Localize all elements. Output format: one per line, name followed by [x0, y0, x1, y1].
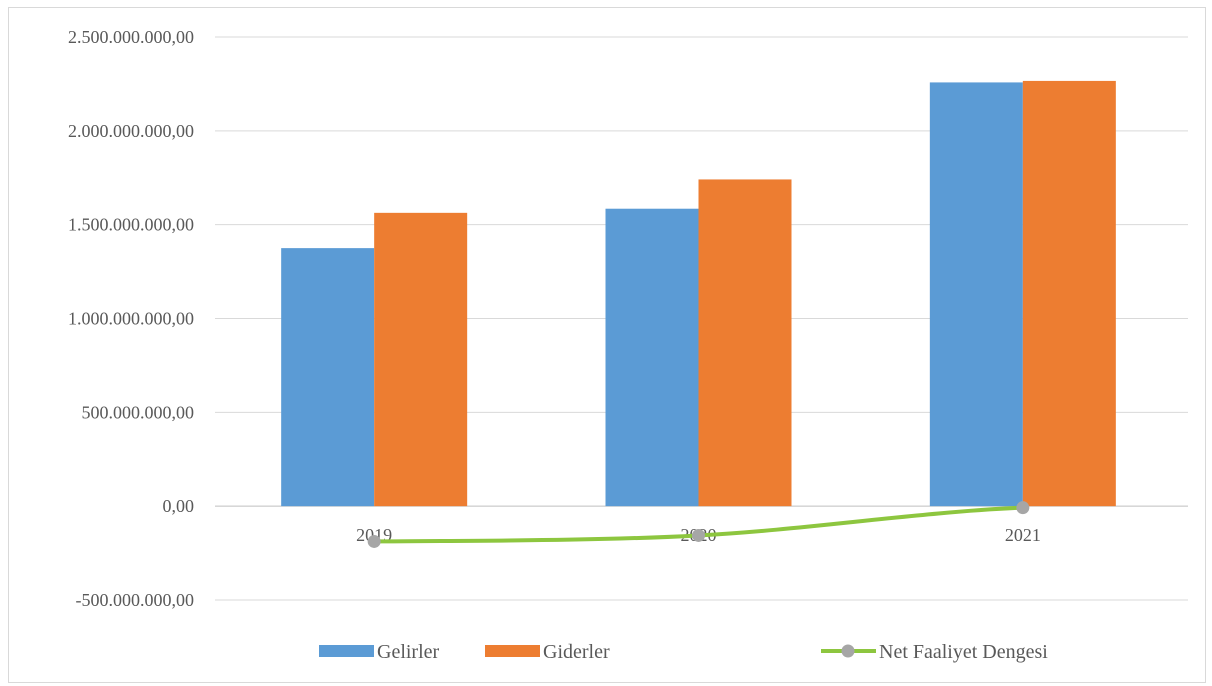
legend-label-gelirler: Gelirler — [377, 641, 440, 663]
y-axis-tick-labels: 2.500.000.000,00 2.000.000.000,00 1.500.00… — [68, 27, 194, 610]
bar-giderler-2021 — [1022, 80, 1116, 507]
y-tick-label: -500.000.000,00 — [76, 590, 195, 610]
bar-gelirler-2020 — [605, 208, 699, 507]
bar-gelirler-2019 — [281, 248, 375, 507]
y-tick-label: 1.500.000.000,00 — [68, 215, 194, 235]
bar-giderler-2020 — [698, 179, 792, 507]
legend-marker-net-faaliyet-dengesi — [841, 644, 855, 658]
y-tick-label: 2.000.000.000,00 — [68, 121, 194, 141]
y-tick-label: 500.000.000,00 — [82, 402, 195, 422]
legend: Gelirler Giderler Net Faaliyet Dengesi — [319, 641, 1048, 663]
bars — [281, 80, 1116, 507]
legend-swatch-giderler — [485, 645, 540, 657]
y-tick-label: 1.000.000.000,00 — [68, 309, 194, 329]
line-point-2020 — [692, 528, 705, 542]
legend-label-giderler: Giderler — [543, 641, 610, 663]
x-tick-label: 2021 — [1005, 525, 1041, 545]
line-point-2021 — [1016, 501, 1030, 515]
legend-label-net-faaliyet-dengesi: Net Faaliyet Dengesi — [879, 641, 1048, 663]
line-series — [367, 501, 1030, 548]
legend-swatch-gelirler — [319, 645, 374, 657]
line-point-2019 — [367, 534, 381, 548]
bar-gelirler-2021 — [929, 82, 1023, 507]
y-tick-label: 2.500.000.000,00 — [68, 27, 194, 47]
bar-giderler-2019 — [374, 212, 468, 507]
y-tick-label: 0,00 — [163, 496, 195, 516]
